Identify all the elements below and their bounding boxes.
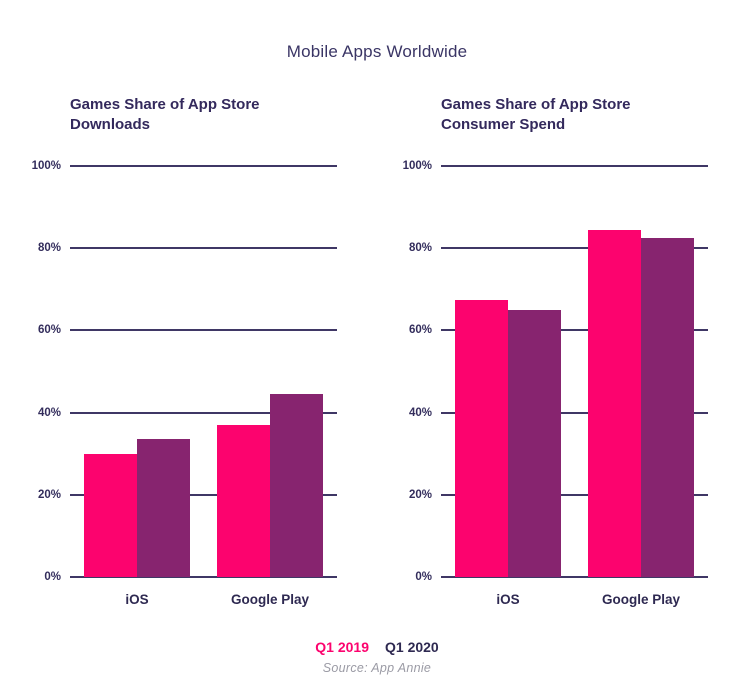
gridline [441, 329, 708, 332]
gridline [441, 411, 708, 414]
charts-row: Games Share of App Store Downloads 100% … [0, 95, 754, 610]
bar-spend-google-play-q1-2019 [588, 229, 641, 577]
bar-downloads-ios-q1-2020 [137, 439, 190, 577]
gridline [441, 493, 708, 496]
y-tick-label: 60% [37, 324, 61, 337]
chart-title-downloads: Games Share of App Store Downloads [70, 96, 260, 133]
x-axis-label-ios: iOS [496, 592, 520, 607]
y-tick-label: 0% [415, 571, 432, 583]
x-axis-label-google-play: Google Play [230, 592, 310, 607]
y-tick-label: 80% [408, 242, 432, 255]
y-tick-label: 20% [408, 488, 432, 501]
bar-downloads-google-play-q1-2020 [270, 394, 323, 577]
bar-spend-ios-q1-2019 [455, 299, 508, 577]
legend-item-q1-2020: Q1 2020 [385, 639, 439, 655]
y-tick-label: 0% [44, 571, 61, 583]
y-tick-label: 80% [37, 242, 61, 255]
gridline [441, 165, 708, 167]
bar-downloads-ios-q1-2019 [84, 453, 137, 577]
legend: Q1 2019 Q1 2020 [0, 639, 754, 655]
bar-group-ios [455, 166, 561, 577]
gridline [70, 247, 337, 250]
gridline [70, 329, 337, 332]
chart-title-consumer-spend: Games Share of App Store Consumer Spend [441, 96, 631, 133]
gridline [70, 576, 337, 578]
x-axis-downloads: iOS Google Play [70, 592, 337, 610]
bar-spend-ios-q1-2020 [508, 309, 561, 577]
gridline [441, 247, 708, 250]
y-tick-label: 20% [37, 488, 61, 501]
bar-group-google-play [588, 166, 694, 577]
y-tick-label: 40% [408, 406, 432, 419]
y-tick-label: 100% [31, 160, 61, 172]
gridline [70, 411, 337, 414]
gridline [70, 165, 337, 167]
bar-group-ios [84, 166, 190, 577]
gridline [441, 576, 708, 578]
x-axis-label-google-play: Google Play [601, 592, 681, 607]
plot-area-downloads: 100% 80% 60% 40% 20% [32, 160, 337, 583]
gridline [70, 493, 337, 496]
page-title: Mobile Apps Worldwide [286, 42, 468, 61]
x-axis-label-ios: iOS [125, 592, 149, 607]
plot-area-consumer-spend: 100% 80% 60% 40% 20% [403, 160, 708, 583]
y-tick-label: 100% [402, 160, 432, 172]
bar-downloads-google-play-q1-2019 [217, 424, 270, 577]
y-tick-label: 60% [408, 324, 432, 337]
x-axis-consumer-spend: iOS Google Play [441, 592, 708, 610]
y-tick-label: 40% [37, 406, 61, 419]
legend-item-q1-2019: Q1 2019 [315, 639, 369, 655]
chart-consumer-spend: Games Share of App Store Consumer Spend … [401, 95, 708, 610]
source-note: Source: App Annie [322, 661, 432, 675]
chart-downloads: Games Share of App Store Downloads 100% … [30, 95, 337, 610]
bar-group-google-play [217, 166, 323, 577]
bar-spend-google-play-q1-2020 [641, 237, 694, 577]
